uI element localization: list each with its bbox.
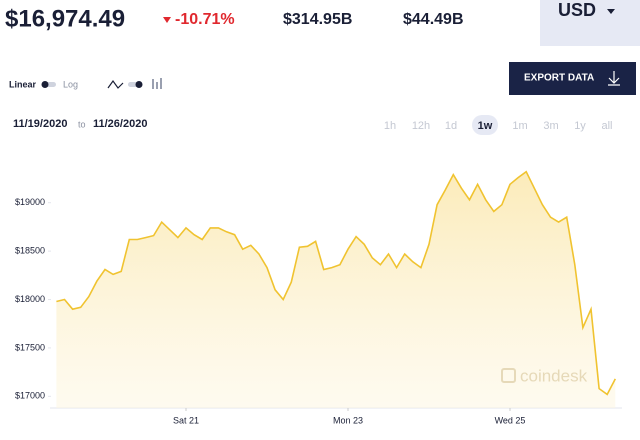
volume: $44.49B	[403, 11, 464, 28]
x-tick-label: Wed 25	[495, 415, 526, 425]
price-line	[56, 170, 617, 396]
range-button[interactable]: 1w	[478, 120, 493, 132]
range-button[interactable]: 1d	[445, 120, 457, 132]
range-button[interactable]: all	[601, 120, 612, 132]
x-tick-label: Mon 23	[333, 415, 363, 425]
y-tick-label: $19000	[15, 197, 45, 207]
market-cap: $314.95B	[283, 11, 352, 28]
scale-linear[interactable]: Linear	[9, 79, 37, 89]
date-sep: to	[78, 119, 86, 129]
export-button[interactable]	[509, 62, 636, 95]
caret	[607, 9, 615, 14]
toggle-knob	[135, 81, 143, 88]
y-tick-label: $18500	[15, 245, 45, 255]
area	[56, 171, 616, 408]
y-tick-label: $17500	[15, 342, 45, 352]
range-button[interactable]: 3m	[543, 120, 558, 132]
y-tick-label: $17000	[15, 391, 45, 401]
y-tick-label: $18000	[15, 294, 45, 304]
watermark-logo	[501, 368, 516, 383]
range-selected[interactable]	[472, 115, 498, 135]
x-tick-label: Sat 21	[173, 415, 199, 425]
toggle-knob	[41, 81, 49, 88]
scale-log[interactable]: Log	[63, 79, 78, 89]
price: $16,974.49	[5, 5, 125, 32]
range-button[interactable]: 1y	[574, 120, 586, 132]
date-from[interactable]: 11/19/2020	[13, 118, 67, 130]
range-buttons: 1h 12h 1d 1w 1m 3m 1y all	[384, 115, 613, 135]
chart: $17000 $17500 $18000 $18500 $19000 Sat 21 Mon …	[15, 170, 622, 425]
down-arrow	[163, 17, 171, 23]
bar-icon[interactable]	[152, 78, 162, 89]
currency[interactable]: USD	[558, 0, 596, 20]
change: -10.71%	[175, 11, 235, 28]
watermark: coindesk	[520, 366, 588, 385]
export-label[interactable]: EXPORT DATA	[524, 73, 594, 84]
range-button[interactable]: 12h	[412, 120, 430, 132]
line-icon[interactable]	[107, 79, 124, 89]
download-icon	[608, 71, 620, 86]
date-to[interactable]: 11/26/2020	[93, 118, 147, 130]
currency-select[interactable]	[540, 0, 640, 46]
range-button[interactable]: 1h	[384, 120, 396, 132]
range-button[interactable]: 1m	[512, 120, 527, 132]
